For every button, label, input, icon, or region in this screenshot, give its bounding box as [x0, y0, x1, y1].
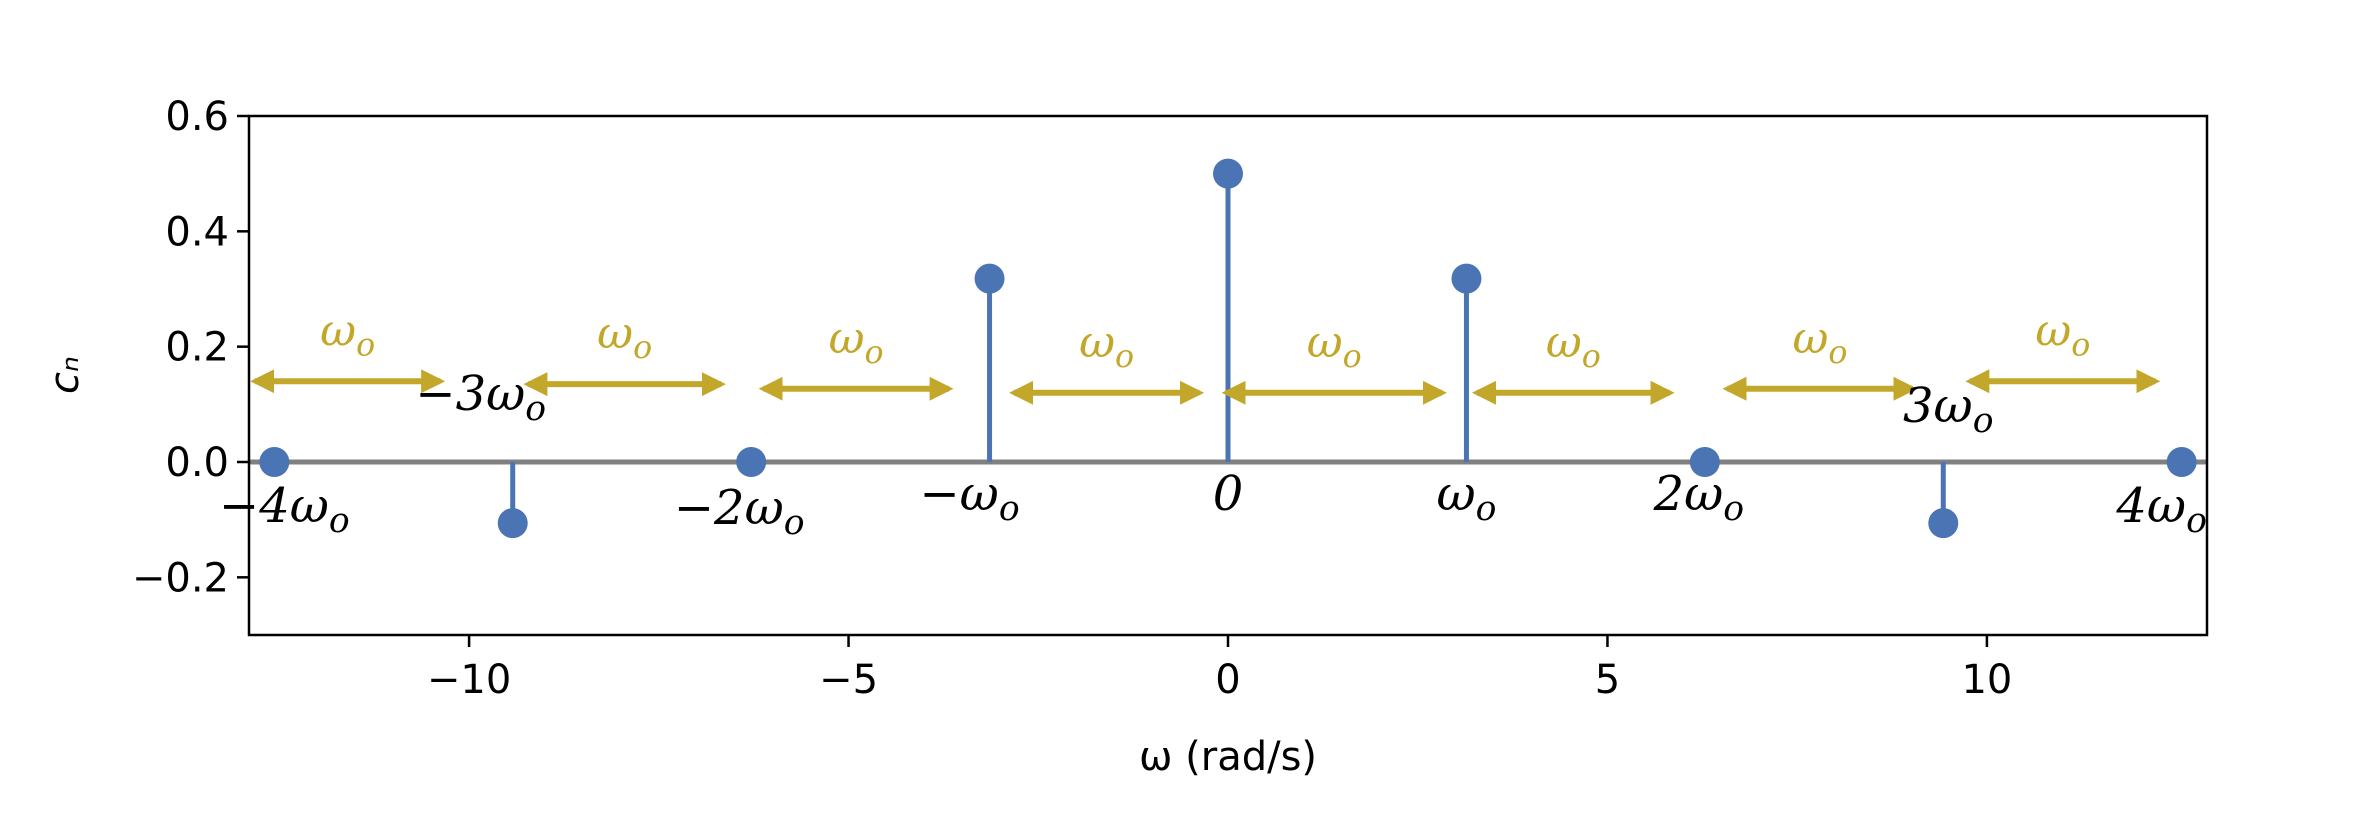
x-tick-label: −10: [427, 657, 511, 703]
stem-marker: [259, 447, 290, 477]
harmonic-label: 0: [1213, 466, 1244, 522]
spacing-label: ωo: [1546, 317, 1601, 375]
x-tick-label: −5: [819, 657, 878, 703]
harmonic-label: −4ωo: [219, 478, 350, 541]
y-tick-label: 0.2: [165, 325, 229, 371]
stem-marker: [736, 447, 767, 477]
harmonic-label: 2ωo: [1653, 466, 1745, 529]
spacing-label: ωo: [829, 313, 884, 371]
harmonic-label: 4ωo: [2115, 478, 2207, 541]
harmonic-label: 3ωo: [1903, 378, 1994, 441]
y-tick-label: 0.4: [165, 209, 229, 255]
y-tick-label: 0.0: [165, 440, 229, 486]
harmonic-label: −3ωo: [415, 366, 546, 429]
stem-marker: [1928, 508, 1959, 539]
y-axis-label: cₙ: [42, 356, 88, 394]
harmonic-label: −ωo: [919, 466, 1019, 529]
x-tick-label: 5: [1595, 657, 1620, 703]
harmonic-label: ωo: [1436, 466, 1496, 529]
stem-marker: [974, 263, 1005, 294]
stem-marker: [1213, 158, 1243, 189]
harmonic-label: −2ωo: [674, 480, 805, 543]
spacing-label: ωo: [1792, 313, 1847, 371]
x-tick-label: 10: [1961, 657, 2012, 703]
spacing-label: ωo: [1307, 317, 1362, 375]
stem-marker: [497, 508, 528, 539]
spacing-label: ωo: [320, 305, 375, 363]
stem-marker: [2166, 447, 2197, 477]
y-tick-label: −0.2: [132, 555, 229, 601]
y-tick-label: 0.6: [165, 94, 229, 140]
spacing-label: ωo: [2035, 305, 2090, 363]
x-axis-label: ω (rad/s): [1139, 734, 1317, 780]
stem-marker: [1689, 447, 1720, 477]
spacing-label: ωo: [597, 308, 652, 366]
x-tick-label: 0: [1215, 657, 1240, 703]
spacing-label: ωo: [1079, 317, 1134, 375]
stem-marker: [1451, 263, 1482, 294]
